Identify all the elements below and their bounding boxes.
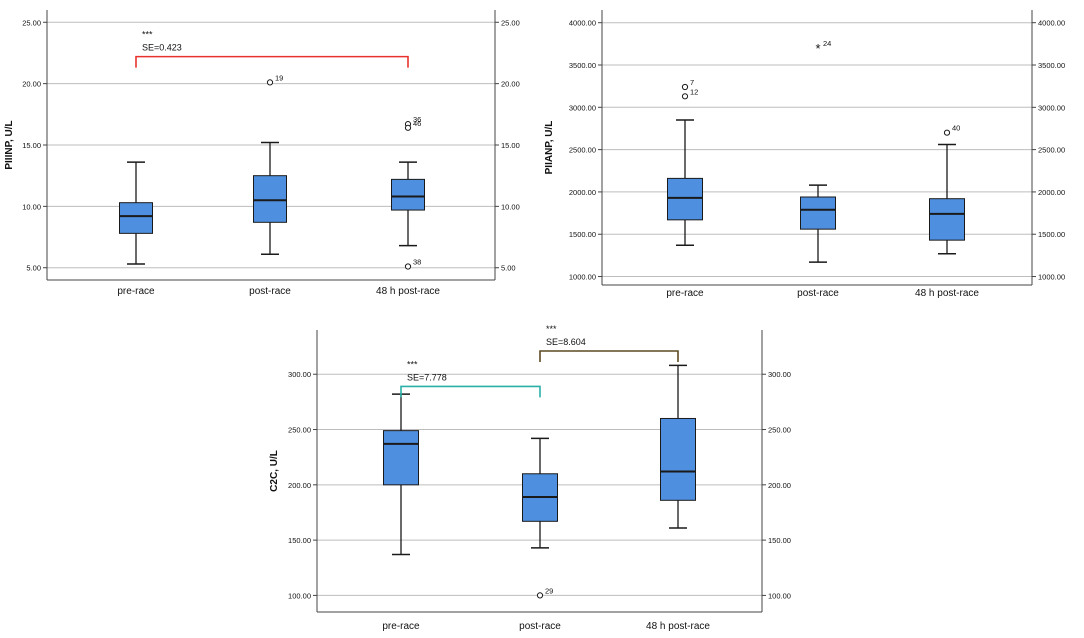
outlier-point (681, 93, 689, 100)
significance-bracket (400, 385, 541, 398)
outlier-label: 29 (545, 586, 553, 595)
chart-c2c: 100.00 100.00 150.00 150.00 200.00 200.00 250.… (269, 324, 791, 632)
y-tick-label-left: 2500.00 (569, 146, 596, 155)
y-tick-label-right: 1500.00 (1038, 230, 1065, 239)
outlier-label: 46 (413, 119, 421, 128)
category-label: post-race (519, 621, 561, 632)
y-tick-label-left: 250.00 (288, 426, 311, 435)
outlier-point (681, 83, 689, 91)
y-tick-label-left: 1500.00 (569, 230, 596, 239)
outlier-label: 12 (690, 87, 698, 96)
significance-se-label: SE=0.423 (142, 43, 182, 53)
outlier-point (404, 263, 412, 270)
chart-piianp: 1000.00 1000.00 1500.00 1500.00 2000.00 2000.… (544, 10, 1065, 299)
category-label: pre-race (382, 621, 420, 632)
y-tick-label-left: 3500.00 (569, 61, 596, 70)
significance-bracket (135, 55, 409, 68)
y-tick-label-left: 3000.00 (569, 103, 596, 112)
significance-stars: *** (142, 30, 153, 40)
box-iqr (253, 175, 287, 223)
significance-bracket (539, 350, 679, 363)
significance-stars: *** (407, 359, 418, 369)
box-iqr (929, 198, 965, 241)
outlier-label: 40 (952, 124, 960, 133)
y-tick-label-right: 15.00 (501, 141, 520, 150)
outlier-point (404, 124, 412, 131)
outlier-label: 24 (823, 39, 831, 48)
y-tick-label-left: 1000.00 (569, 273, 596, 282)
y-tick-label-left: 10.00 (22, 202, 41, 211)
y-tick-label-right: 2500.00 (1038, 146, 1065, 155)
outlier-label: 36 (413, 115, 421, 124)
outlier-label: 19 (275, 73, 283, 82)
outlier-point (536, 592, 544, 599)
y-tick-label-left: 25.00 (22, 18, 41, 27)
category-label: post-race (797, 288, 839, 299)
outlier-point (266, 79, 274, 86)
significance-se-label: SE=7.778 (407, 372, 447, 382)
y-tick-label-left: 4000.00 (569, 19, 596, 28)
y-tick-label-right: 3500.00 (1038, 61, 1065, 70)
outlier-point (943, 129, 951, 136)
y-tick-label-right: 300.00 (768, 370, 791, 379)
y-tick-label-right: 100.00 (768, 591, 791, 600)
box-iqr (660, 417, 696, 501)
box-iqr (800, 196, 836, 230)
y-tick-label-right: 250.00 (768, 426, 791, 435)
y-tick-label-right: 200.00 (768, 481, 791, 490)
y-tick-label-left: 20.00 (22, 80, 41, 89)
y-tick-label-right: 20.00 (501, 80, 520, 89)
y-tick-label-right: 25.00 (501, 18, 520, 27)
category-label: 48 h post-race (376, 286, 440, 297)
y-tick-label-right: 10.00 (501, 202, 520, 211)
y-tick-label-right: 3000.00 (1038, 103, 1065, 112)
significance-se-label: SE=8.604 (546, 337, 586, 347)
y-tick-label-left: 15.00 (22, 141, 41, 150)
category-label: pre-race (117, 286, 155, 297)
box-iqr (119, 202, 153, 234)
chart-piiinp: 5.00 5.00 10.00 10.00 15.00 15.00 20.00 20.00 25… (4, 10, 520, 297)
y-axis-title: PIIANP, U/L (544, 121, 555, 175)
y-tick-label-right: 2000.00 (1038, 188, 1065, 197)
y-tick-label-left: 5.00 (26, 264, 41, 273)
category-label: post-race (249, 286, 291, 297)
outlier-label: 38 (413, 258, 421, 267)
y-tick-label-left: 100.00 (288, 591, 311, 600)
category-label: 48 h post-race (646, 621, 710, 632)
y-axis-title: PIIINP, U/L (4, 120, 15, 169)
y-tick-label-right: 1000.00 (1038, 273, 1065, 282)
outlier-star: * (815, 41, 820, 56)
y-tick-label-left: 150.00 (288, 536, 311, 545)
y-tick-label-right: 5.00 (501, 264, 516, 273)
box-iqr (667, 177, 703, 221)
category-label: pre-race (666, 288, 704, 299)
box-iqr (383, 430, 419, 486)
y-tick-label-right: 150.00 (768, 536, 791, 545)
y-tick-label-left: 2000.00 (569, 188, 596, 197)
y-tick-label-left: 300.00 (288, 370, 311, 379)
category-label: 48 h post-race (915, 288, 979, 299)
significance-stars: *** (546, 324, 557, 334)
outlier-label: 7 (690, 78, 694, 87)
y-tick-label-left: 200.00 (288, 481, 311, 490)
y-tick-label-right: 4000.00 (1038, 19, 1065, 28)
box-iqr (391, 178, 425, 211)
y-axis-title: C2C, U/L (269, 450, 280, 492)
